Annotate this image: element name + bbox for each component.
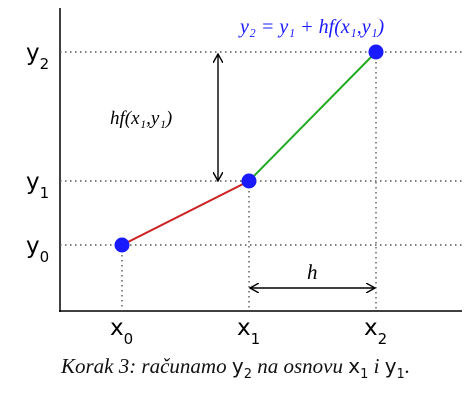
formula-top: y₂ = y₁ + hf(x₁,y₁) (238, 16, 385, 38)
y1-label: y1 (26, 169, 49, 202)
x0-label: x0 (110, 315, 133, 348)
vertical-span-label: hf(x₁,y₁) (110, 108, 172, 129)
segment-step-1 (121, 180, 250, 246)
point-x2-y2 (368, 44, 384, 60)
horizontal-span-label: h (307, 260, 318, 284)
guide-lines (60, 51, 462, 311)
y2-label: y2 (26, 40, 49, 73)
point-x0-y0 (114, 237, 130, 253)
segment-step-2 (248, 51, 377, 182)
x1-label: x1 (237, 315, 260, 348)
y0-label: y0 (26, 233, 49, 266)
point-x1-y1 (241, 173, 257, 189)
x2-label: x2 (364, 315, 387, 348)
figure-caption: Korak 3: računamo y2 na osnovu x1 i y1. (60, 354, 411, 383)
